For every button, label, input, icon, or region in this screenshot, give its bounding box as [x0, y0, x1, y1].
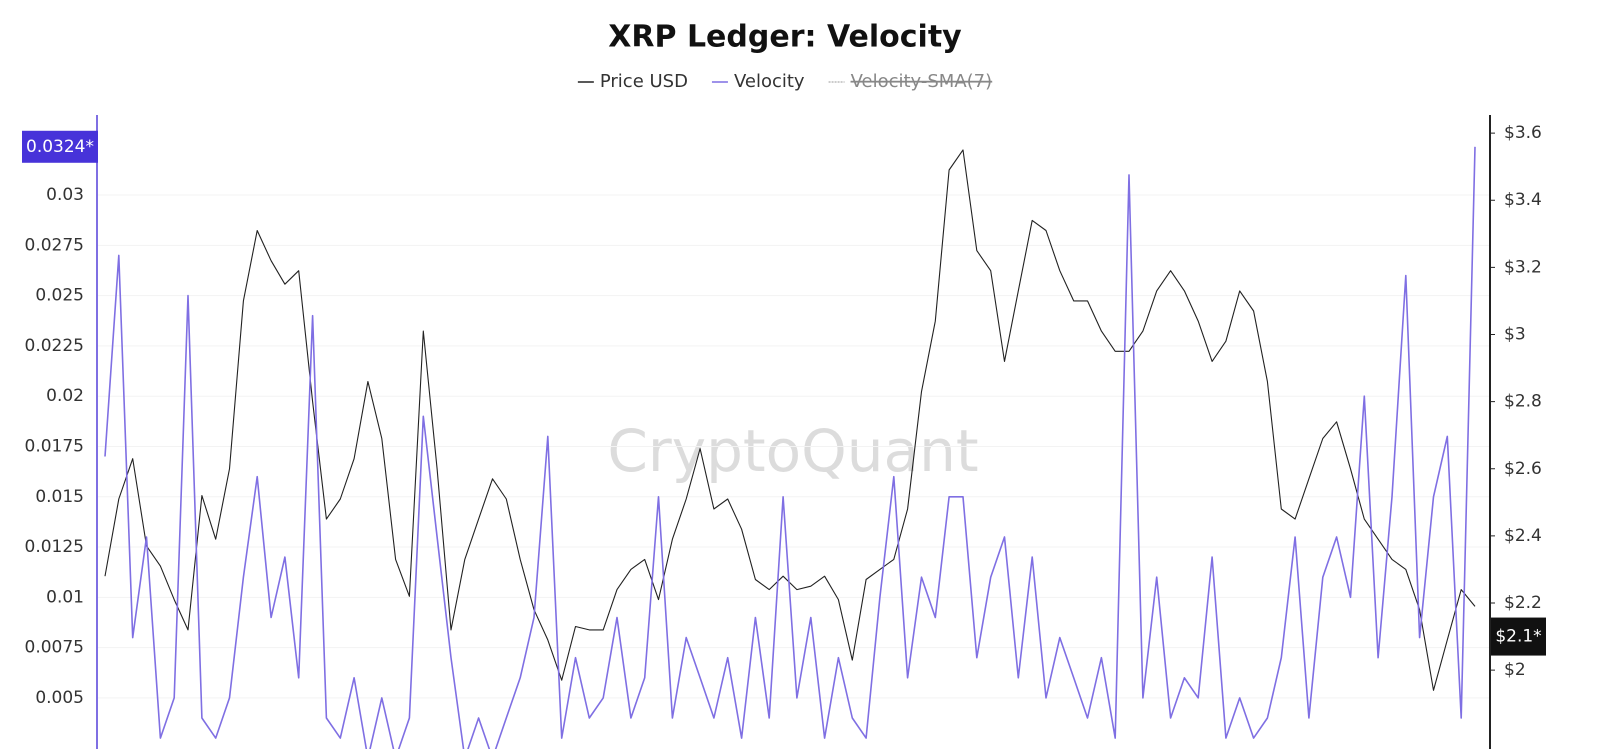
y-tick-label: 0.015 — [35, 487, 84, 507]
y-tick-label: 0.03 — [46, 185, 84, 205]
y-tick-label: 0.0225 — [25, 336, 84, 356]
legend-item: Velocity — [711, 71, 805, 92]
legend-item: Velocity-SMA(7) — [828, 71, 993, 92]
y2-tick-label: $3.4 — [1504, 190, 1542, 210]
y-tick-label: 0.0075 — [25, 638, 84, 658]
value-badge — [22, 130, 98, 163]
y-tick-label: 0.025 — [35, 286, 84, 306]
y-tick-label: 0.0175 — [25, 436, 84, 456]
legend: Price USD Velocity Velocity-SMA(7) — [577, 71, 993, 92]
y2-tick-label: $2.4 — [1504, 526, 1542, 546]
chart-title: XRP Ledger: Velocity — [608, 20, 962, 55]
y2-tick-label: $2.6 — [1504, 459, 1542, 479]
legend-label: Velocity — [734, 71, 805, 92]
watermark: CryptoQuant — [607, 417, 978, 485]
y2-tick-label: $2.2 — [1504, 593, 1542, 613]
y2-tick-label: $3.6 — [1504, 123, 1542, 143]
y2-tick-label: $2 — [1504, 660, 1526, 680]
y-tick-label: 0.0275 — [25, 235, 84, 255]
y2-tick-label: $3.2 — [1504, 257, 1542, 277]
y2-tick-label: $3 — [1504, 325, 1526, 345]
y2-tick-label: $2.8 — [1504, 392, 1542, 412]
y-tick-label: 0.01 — [46, 587, 84, 607]
series-line — [104, 146, 1476, 749]
series-line — [104, 149, 1476, 691]
value-badge-label: 0.0324* — [26, 137, 94, 157]
legend-item: Price USD — [577, 71, 688, 92]
y-tick-label: 0.02 — [46, 386, 84, 406]
y-tick-label: 0.0125 — [25, 537, 84, 557]
value-badge — [1491, 617, 1546, 656]
y-tick-label: 0.005 — [35, 688, 84, 708]
value-badge-label: $2.1* — [1495, 627, 1541, 647]
legend-label: Price USD — [600, 71, 688, 92]
